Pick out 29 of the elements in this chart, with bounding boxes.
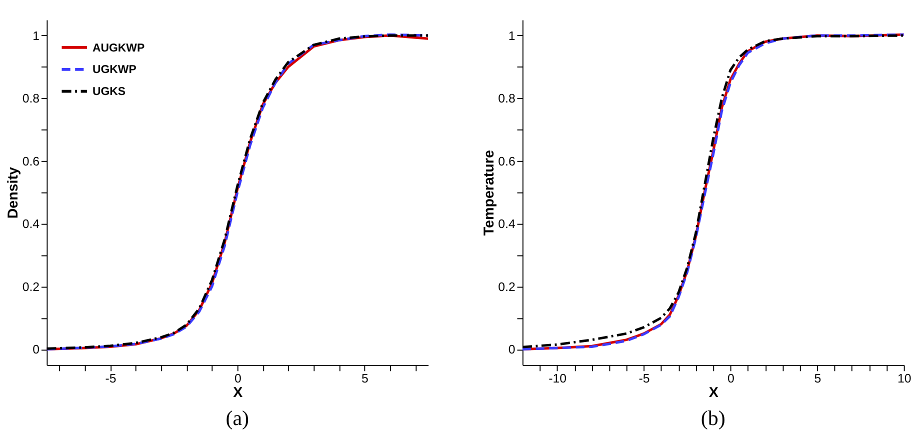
y-tick-label: 1 <box>32 28 40 43</box>
legend-label: UGKWP <box>92 64 137 76</box>
y-tick-label: 0.4 <box>498 217 516 232</box>
x-axis-title: X <box>708 384 719 401</box>
x-tick-label: 5 <box>814 372 822 386</box>
legend-label: AUGKWP <box>92 42 145 54</box>
text: (a) <box>226 406 250 430</box>
y-axis-title: Density <box>6 166 22 219</box>
y-tick-label: 0.8 <box>498 92 516 106</box>
y-tick-label: 0 <box>32 342 40 357</box>
x-tick-label: -5 <box>105 372 116 386</box>
y-tick-label: 0.8 <box>22 92 40 106</box>
y-tick-label: 0.6 <box>498 154 516 168</box>
y-tick-label: 0.2 <box>498 280 516 294</box>
y-axis-title: Temperature <box>481 150 498 236</box>
legend-label: UGKS <box>92 86 126 98</box>
x-tick-label: 0 <box>728 372 735 386</box>
x-tick-label: 10 <box>897 372 912 386</box>
text: (b) <box>700 406 726 430</box>
y-tick-label: 1 <box>508 28 516 43</box>
x-tick-label: -10 <box>548 372 567 386</box>
y-tick-label: 0 <box>508 342 516 357</box>
y-tick-label: 0.6 <box>22 154 40 168</box>
x-tick-label: -5 <box>638 372 650 386</box>
y-tick-label: 0.4 <box>22 217 40 232</box>
x-tick-label: 5 <box>362 372 369 386</box>
x-tick-label: 0 <box>234 372 242 386</box>
y-tick-label: 0.2 <box>22 280 40 294</box>
x-axis-title: X <box>233 384 244 401</box>
